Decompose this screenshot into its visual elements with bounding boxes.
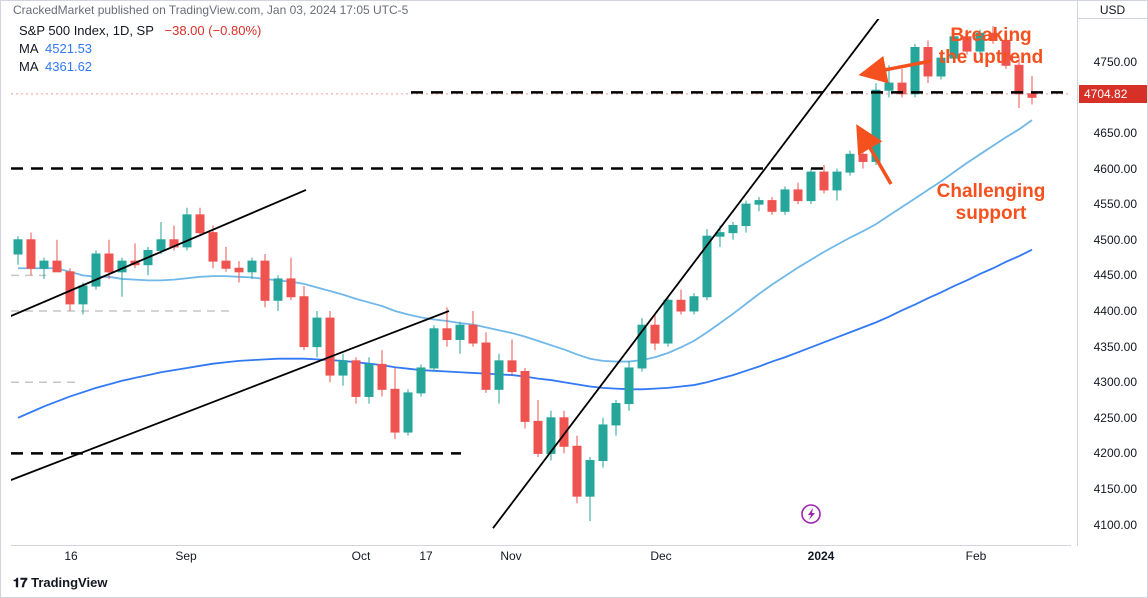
- x-tick: Nov: [500, 549, 521, 563]
- x-tick: Feb: [966, 549, 987, 563]
- y-tick: 4300.00: [1094, 375, 1137, 389]
- currency-label: USD: [1077, 1, 1147, 19]
- y-tick: 4450.00: [1094, 268, 1137, 282]
- current-price-label: 4704.82: [1079, 85, 1147, 103]
- tradingview-brand: 𝟏𝟕 TradingView: [13, 575, 107, 591]
- y-tick: 4400.00: [1094, 304, 1137, 318]
- brand-text: TradingView: [31, 575, 107, 590]
- y-tick: 4150.00: [1094, 482, 1137, 496]
- svg-text:the uptrend: the uptrend: [939, 47, 1044, 68]
- y-tick: 4600.00: [1094, 162, 1137, 176]
- publisher-text: CrackedMarket published on TradingView.c…: [13, 3, 408, 17]
- svg-text:Breaking: Breaking: [950, 25, 1031, 46]
- plot-svg: Breakingthe uptrend Challengingsupport: [11, 19, 1071, 546]
- y-tick: 4350.00: [1094, 340, 1137, 354]
- y-tick: 4250.00: [1094, 411, 1137, 425]
- y-axis: 4100.00 4150.00 4200.00 4250.00 4300.00 4350.…: [1077, 19, 1147, 546]
- x-axis: 16 Sep Oct 17 Nov Dec 2024 Feb: [11, 545, 1071, 567]
- y-tick: 4100.00: [1094, 518, 1137, 532]
- x-tick: 17: [419, 549, 432, 563]
- svg-text:support: support: [956, 203, 1027, 224]
- plot-area[interactable]: Breakingthe uptrend Challengingsupport: [11, 19, 1071, 546]
- brand-glyph: 𝟏𝟕: [13, 575, 27, 590]
- y-tick: 4750.00: [1094, 55, 1137, 69]
- y-tick: 4200.00: [1094, 446, 1137, 460]
- x-tick: Sep: [175, 549, 196, 563]
- publisher-line: CrackedMarket published on TradingView.c…: [13, 3, 408, 17]
- x-tick: Oct: [352, 549, 371, 563]
- y-tick: 4550.00: [1094, 197, 1137, 211]
- x-tick: 16: [64, 549, 77, 563]
- y-tick: 4650.00: [1094, 126, 1137, 140]
- x-tick: Dec: [650, 549, 671, 563]
- chart-container: CrackedMarket published on TradingView.c…: [0, 0, 1148, 598]
- svg-text:Challenging: Challenging: [937, 181, 1046, 202]
- x-tick: 2024: [808, 549, 835, 563]
- y-tick: 4500.00: [1094, 233, 1137, 247]
